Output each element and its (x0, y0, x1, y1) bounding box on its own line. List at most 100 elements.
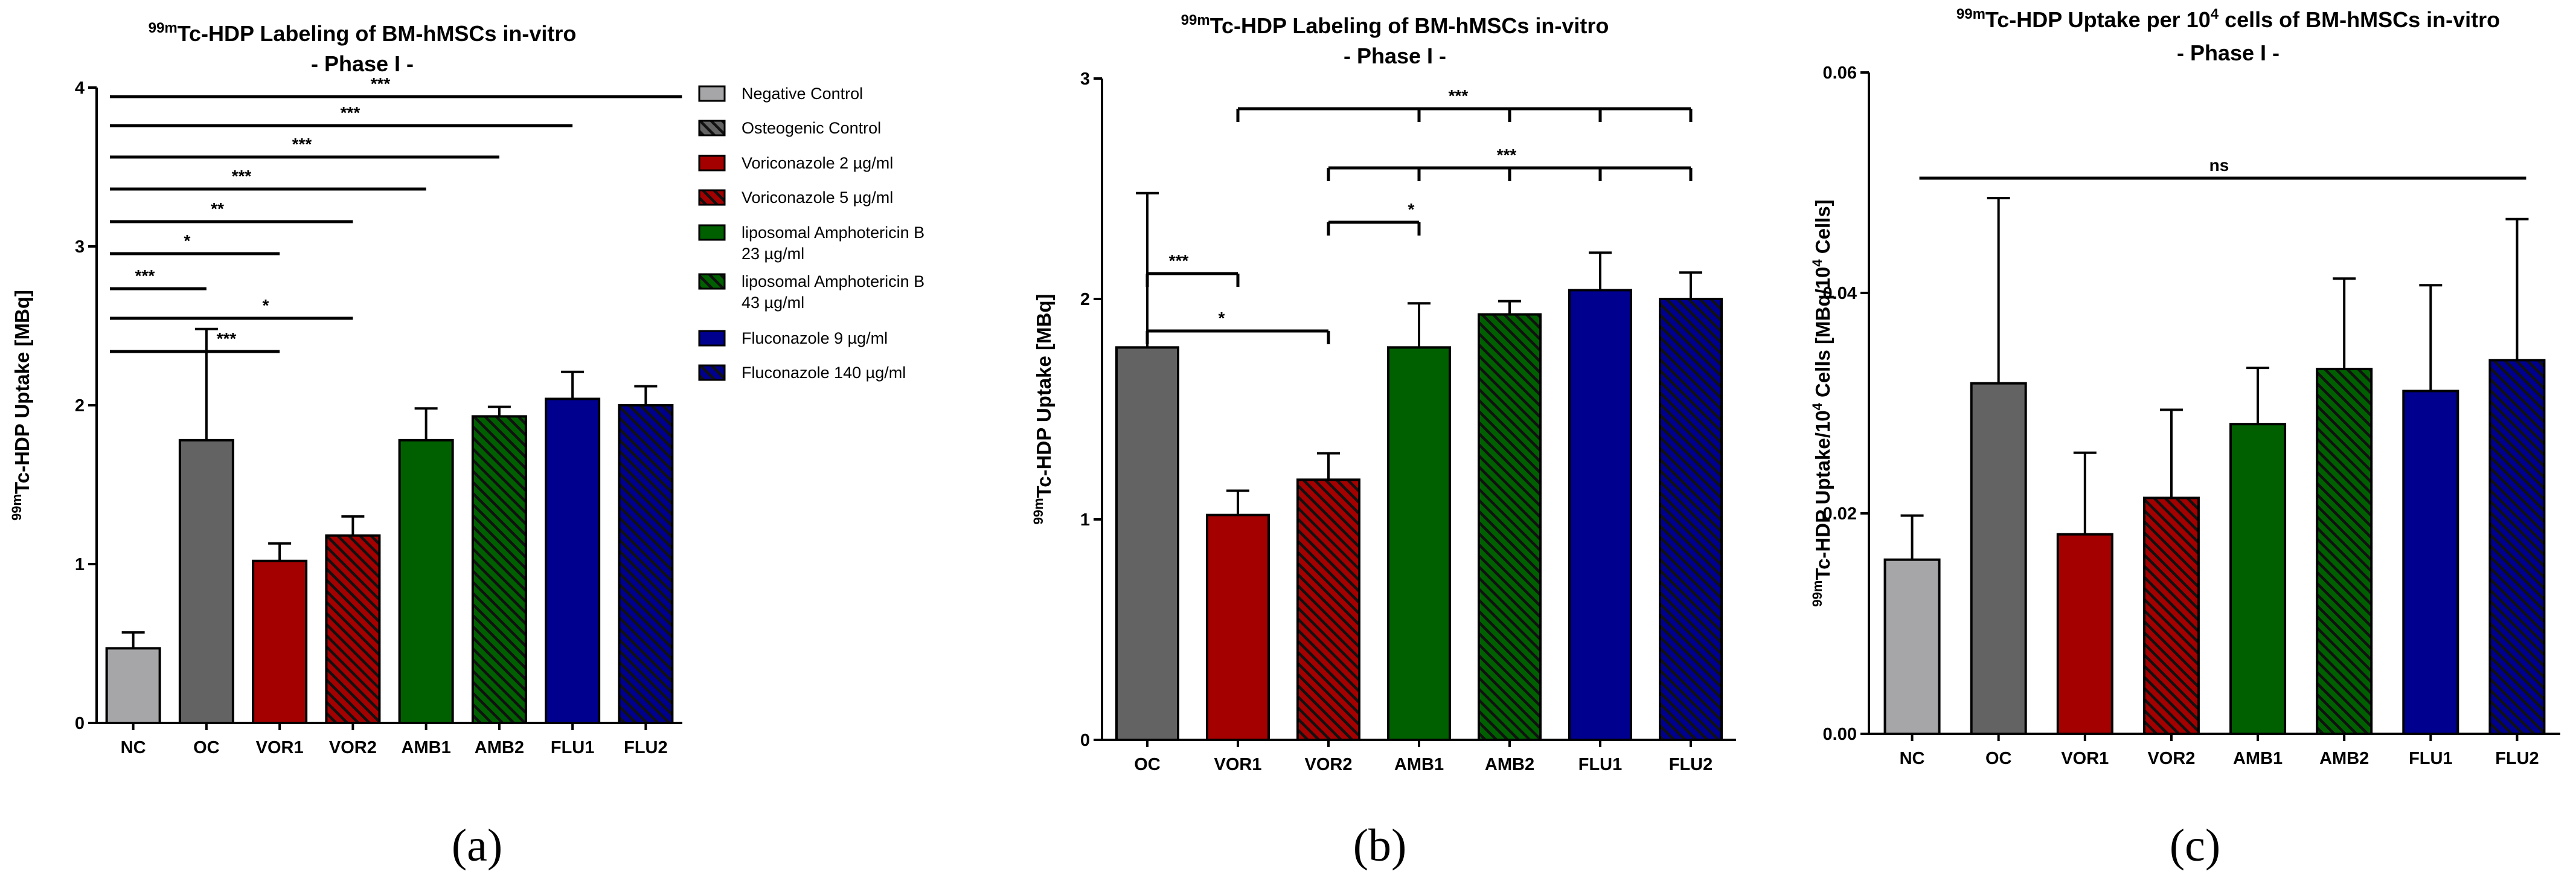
bar-vor1 (1206, 513, 1270, 741)
legend-label-line2: 23 µg/ml (742, 245, 804, 263)
x-tick-label: OC (193, 738, 220, 757)
legend-swatch (698, 330, 726, 347)
bar-vor2 (1296, 478, 1360, 741)
x-tick-label: FLU2 (2495, 749, 2539, 768)
significance-label: * (1219, 309, 1225, 327)
significance-label: ns (2209, 156, 2229, 175)
legend-swatch (698, 120, 726, 136)
panel-label: (b) (1353, 820, 1407, 871)
x-tick-label: VOR1 (1214, 755, 1262, 774)
significance-label: *** (232, 167, 252, 185)
y-axis-label: 99mTc-HDP Uptake [MBq] (1031, 294, 1055, 524)
legend-label: Voriconazole 2 µg/ml (742, 154, 893, 172)
title-superscript: 99m (1181, 12, 1210, 28)
legend-swatch (698, 85, 726, 102)
chart-a: 99mTc-HDP Labeling of BM-hMSCs in-vitro -… (9, 20, 682, 871)
title-superscript: 99m (1956, 6, 1985, 22)
y-tick-label: 0 (1080, 731, 1090, 750)
chart-title: 99mTc-HDP Uptake per 104 cells of BM-hMS… (1956, 6, 2500, 32)
bar-amb1 (2229, 423, 2287, 735)
legend-label: Osteogenic Control (742, 119, 881, 137)
bar-vor1 (2056, 533, 2113, 735)
title-text: Tc-HDP Labeling of BM-hMSCs in-vitro (178, 21, 577, 46)
chart-subtitle: - Phase I - (311, 51, 414, 76)
significance-label: *** (1449, 86, 1469, 105)
legend-label: Voriconazole 5 µg/ml (742, 188, 893, 207)
y-tick-label: 0.00 (1823, 725, 1857, 744)
y-axis-label: 99mTc-HDP Uptake [MBq] (9, 290, 33, 521)
significance-label: *** (1169, 251, 1189, 270)
y-tick-label: 3 (1080, 69, 1090, 89)
ylabel-text: Cells] (1812, 199, 1834, 259)
y-tick-label: 0.04 (1823, 284, 1857, 303)
significance-label: *** (371, 74, 391, 93)
x-tick-label: AMB1 (2233, 749, 2283, 768)
legend-label: liposomal Amphotericin B (742, 272, 924, 291)
x-tick-label: VOR1 (256, 738, 304, 757)
title-text: Tc-HDP Uptake per 10 (1985, 7, 2211, 32)
bar-flu2 (618, 404, 674, 724)
title-text: Tc-HDP Labeling of BM-hMSCs in-vitro (1210, 13, 1609, 38)
legend-swatch (698, 364, 726, 381)
x-tick-label: NC (121, 738, 146, 757)
y-tick-label: 4 (75, 79, 85, 98)
legend-label: liposomal Amphotericin B (742, 223, 924, 242)
ylabel-superscript: 99m (1810, 580, 1825, 607)
title-text: cells of BM-hMSCs in-vitro (2219, 7, 2500, 32)
x-tick-label: VOR2 (1305, 755, 1353, 774)
significance-label: *** (135, 266, 155, 285)
significance-label: *** (341, 103, 360, 122)
x-tick-label: FLU2 (624, 738, 668, 757)
significance-label: * (263, 296, 269, 315)
x-tick-label: AMB2 (2319, 749, 2369, 768)
legend-label-line2: 43 µg/ml (742, 294, 804, 312)
significance-label: * (184, 231, 191, 250)
bar-amb2 (1478, 313, 1542, 741)
x-tick-label: FLU2 (1669, 755, 1713, 774)
legend-label: Fluconazole 9 µg/ml (742, 329, 888, 347)
bar-nc (1883, 558, 1941, 736)
bar-vor2 (2142, 496, 2200, 735)
x-tick-label: VOR2 (329, 738, 377, 757)
bar-amb2 (2316, 367, 2373, 735)
x-tick-label: AMB2 (1485, 755, 1534, 774)
bar-flu1 (1568, 289, 1632, 741)
legend-label: Fluconazole 140 µg/ml (742, 364, 906, 382)
bar-oc (1970, 382, 2027, 735)
title-superscript: 99m (149, 20, 178, 36)
ylabel-superscript: 99m (1031, 498, 1046, 524)
bar-oc (178, 438, 234, 724)
chart-subtitle: - Phase I - (2177, 40, 2280, 65)
x-tick-label: OC (1985, 749, 2012, 768)
y-tick-label: 0.06 (1823, 63, 1857, 83)
title-superscript: 4 (2211, 6, 2219, 22)
legend-swatch (698, 189, 726, 206)
x-tick-label: FLU1 (1578, 755, 1623, 774)
bar-flu1 (2402, 390, 2459, 735)
y-tick-label: 0 (75, 714, 85, 733)
panel-label: (a) (452, 820, 502, 871)
ylabel-text: Tc-HDP Uptake [MBq] (11, 290, 33, 494)
panel-label: (c) (2170, 820, 2220, 871)
significance-label: *** (1497, 146, 1517, 164)
y-tick-label: 2 (75, 396, 85, 416)
x-tick-label: AMB1 (402, 738, 451, 757)
legend-swatch (698, 155, 726, 172)
ylabel-text: Tc-HDP Uptake [MBq] (1033, 294, 1055, 498)
x-tick-label: AMB2 (475, 738, 524, 757)
y-tick-label: 2 (1080, 290, 1090, 309)
y-axis-label: 99mTc-HDP Uptake/104 Cells [MBq/104 Cell… (1810, 199, 1834, 606)
bar-flu2 (1659, 298, 1723, 741)
significance-label: *** (292, 135, 312, 153)
ylabel-superscript: 4 (1810, 259, 1825, 267)
legend: Negative Control Osteogenic Control Vorico… (698, 85, 924, 382)
chart-title: 99mTc-HDP Labeling of BM-hMSCs in-vitro (1181, 12, 1609, 38)
ylabel-superscript: 4 (1810, 402, 1825, 410)
x-tick-label: VOR2 (2147, 749, 2195, 768)
y-tick-label: 0.02 (1823, 504, 1857, 524)
significance-label: * (1408, 200, 1415, 219)
x-tick-label: OC (1134, 755, 1161, 774)
bar-flu1 (545, 397, 601, 724)
